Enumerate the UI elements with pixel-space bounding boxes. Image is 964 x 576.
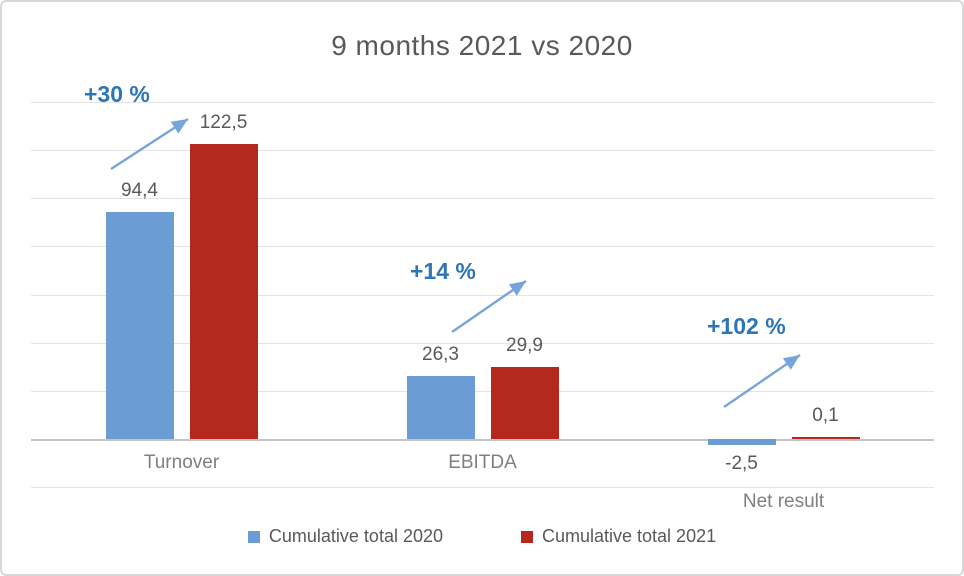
bar-cumulative-total-2021-ebitda <box>490 367 559 439</box>
bar-value-label: 0,1 <box>812 405 839 426</box>
bar-value-label: 122,5 <box>199 112 248 134</box>
legend-swatch-icon <box>247 530 260 543</box>
bar-value-label: 26,3 <box>422 343 459 365</box>
bar-value-label: -2,5 <box>725 453 758 475</box>
bar-cumulative-total-2021-net-result <box>791 437 860 439</box>
bar-cumulative-total-2021-turnover <box>189 144 258 439</box>
growth-annotation: +30 % <box>84 81 150 107</box>
category-label-net-result: Net result <box>742 491 825 513</box>
bar-value-label: 94,4 <box>121 179 158 201</box>
growth-annotation: +102 % <box>707 313 786 339</box>
bar-cumulative-total-2020-turnover <box>105 211 174 439</box>
gridline <box>31 150 934 152</box>
chart-title: 9 months 2021 vs 2020 <box>331 30 633 61</box>
growth-annotation: +14 % <box>410 258 476 284</box>
gridline <box>31 342 934 344</box>
category-label-turnover: Turnover <box>143 452 220 473</box>
gridline <box>31 198 934 200</box>
zero-axis-line <box>31 439 934 441</box>
category-label-ebitda: EBITDA <box>448 452 517 473</box>
bar-cumulative-total-2020-net-result <box>707 439 776 446</box>
legend-item-2021: Cumulative total 2021 <box>521 526 716 547</box>
legend-label: Cumulative total 2020 <box>268 526 443 546</box>
bar-value-label: 29,9 <box>506 335 543 357</box>
legend-label: Cumulative total 2021 <box>542 526 717 546</box>
legend-item-2020: Cumulative total 2020 <box>247 526 443 547</box>
bar-cumulative-total-2020-ebitda <box>406 375 475 439</box>
gridline <box>31 246 934 248</box>
legend-swatch-icon <box>521 530 533 543</box>
gridline <box>31 102 934 103</box>
gridline <box>31 487 934 489</box>
gridline <box>31 390 934 392</box>
legend: Cumulative total 2020 Cumulative total 20… <box>2 526 962 547</box>
